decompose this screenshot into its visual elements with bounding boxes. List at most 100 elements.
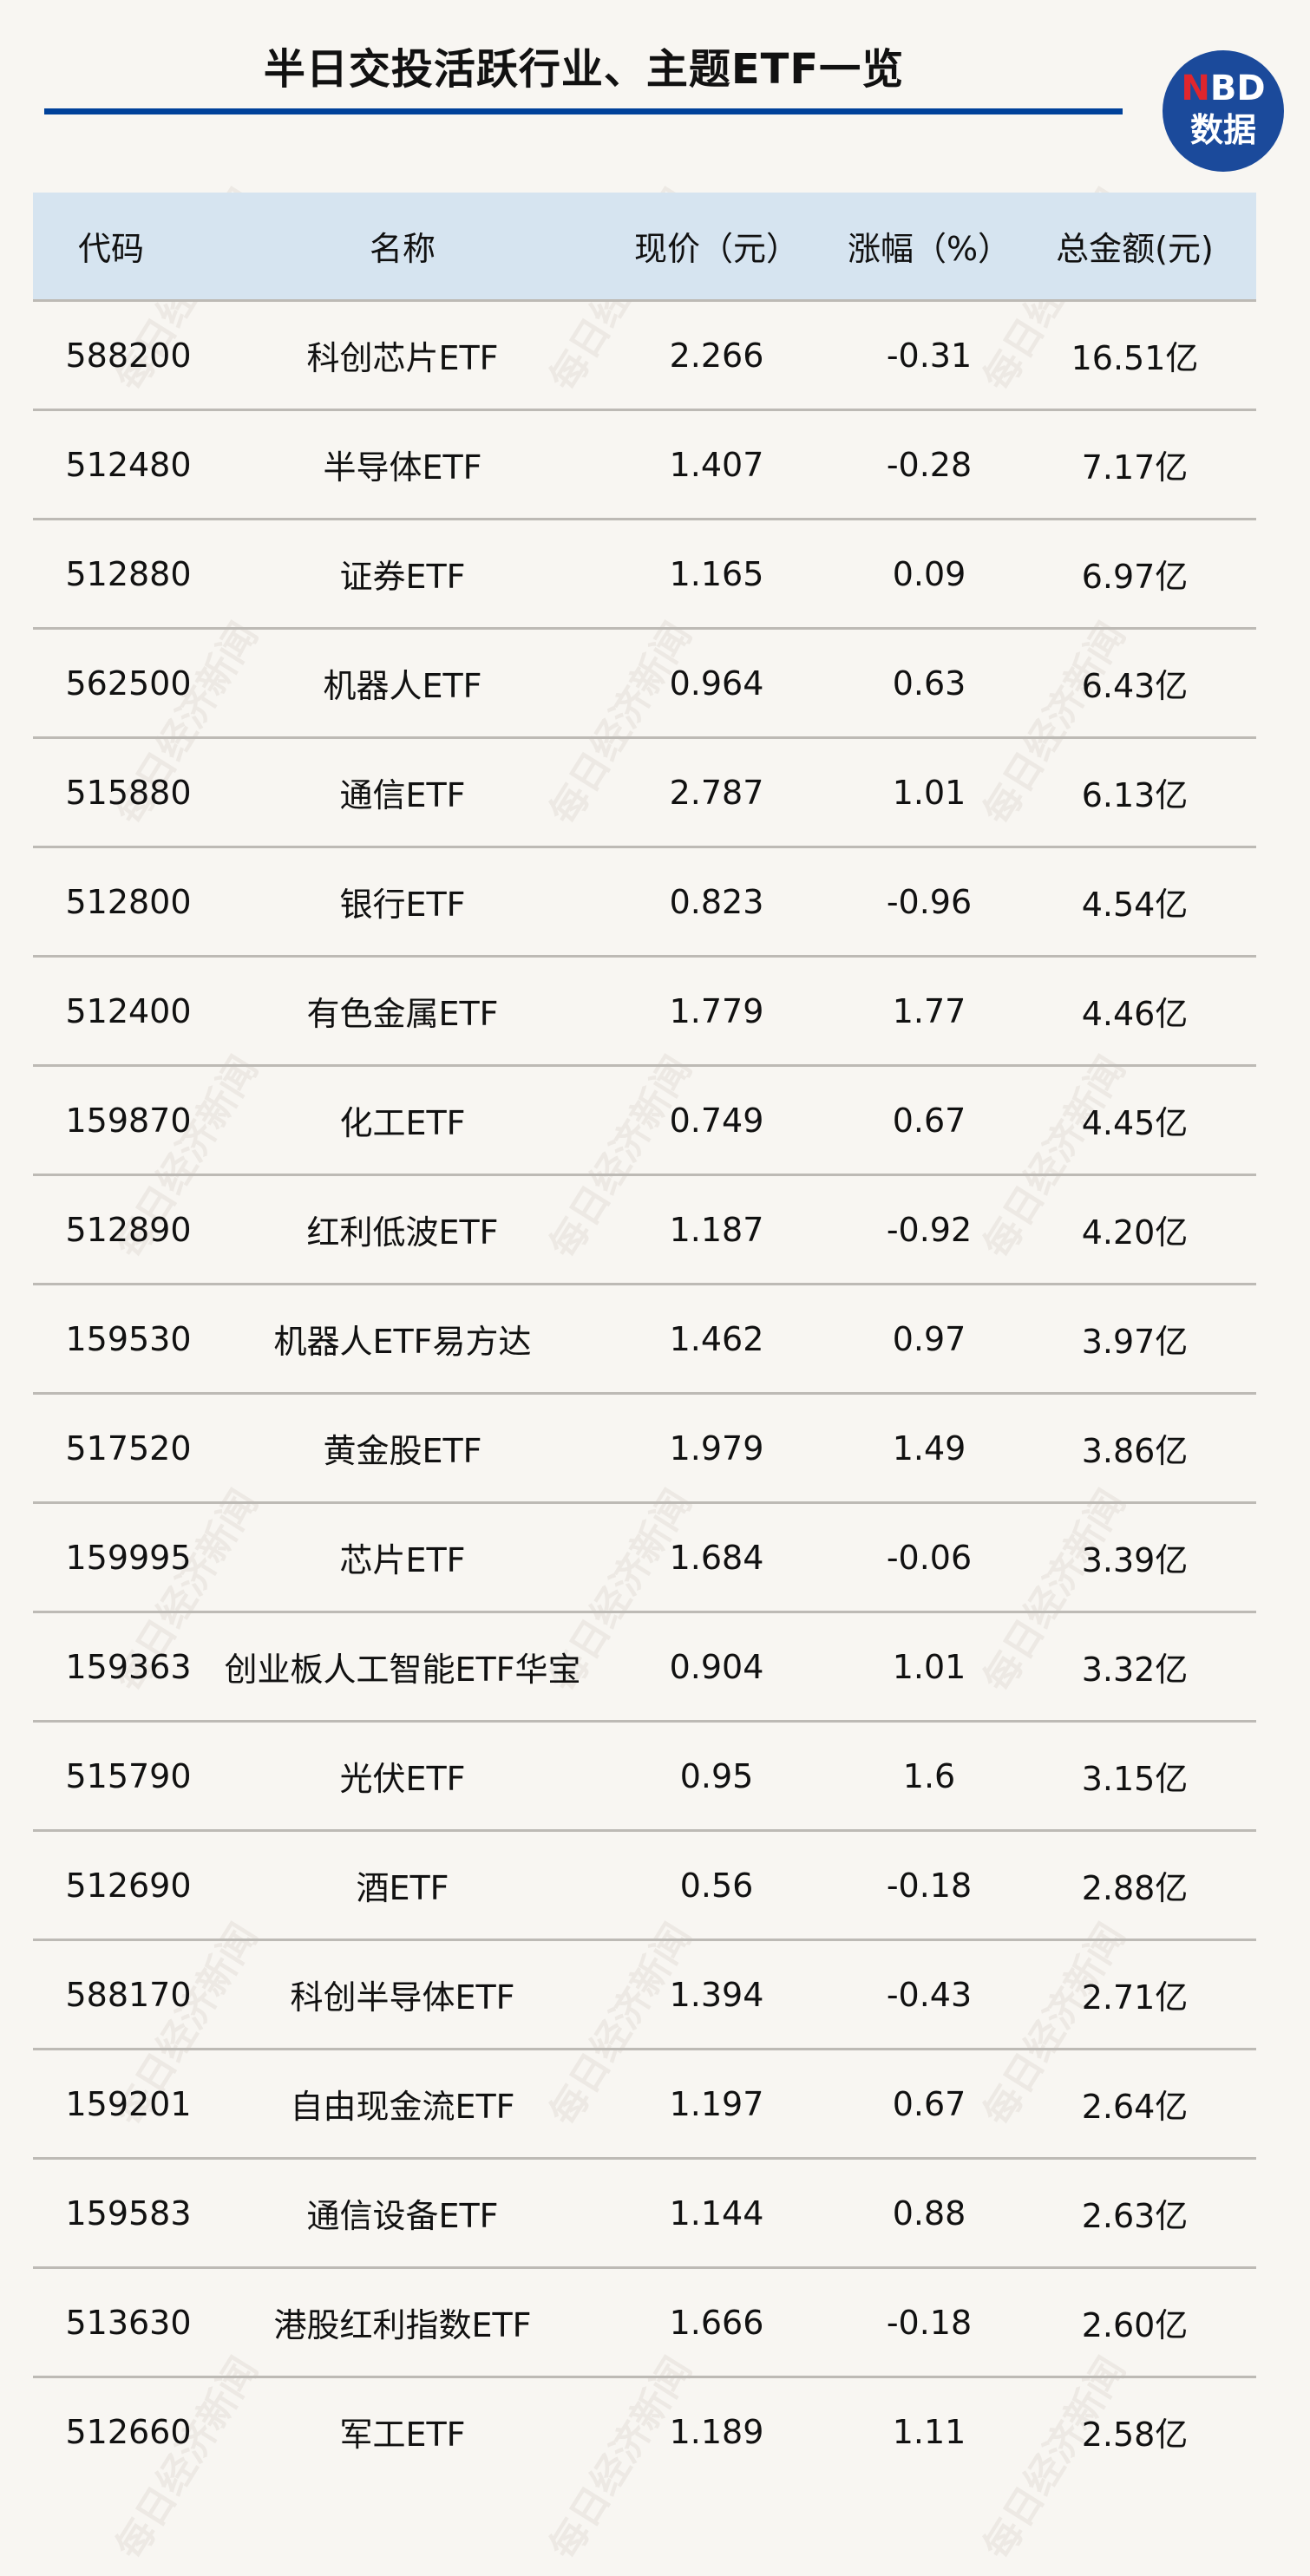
- cell-price: 0.964: [669, 664, 764, 703]
- cell-change: 1.6: [902, 1756, 956, 1795]
- cell-amount: 3.15亿: [1081, 1760, 1189, 1798]
- cell-price: 0.95: [679, 1756, 754, 1795]
- cell-name: 光伏ETF: [339, 1760, 466, 1798]
- nbd-data-logo: NBD 数据: [1163, 50, 1284, 172]
- cell-amount: 6.13亿: [1081, 776, 1189, 814]
- cell-amount: 2.60亿: [1081, 2306, 1189, 2344]
- table-row: 515790 光伏ETF 0.95 1.6 3.15亿: [33, 1723, 1256, 1832]
- cell-amount: 6.97亿: [1081, 558, 1189, 596]
- table-row: 159201 自由现金流ETF 1.197 0.67 2.64亿: [33, 2050, 1256, 2160]
- cell-price: 1.165: [669, 554, 764, 593]
- cell-amount: 2.64亿: [1081, 2088, 1189, 2126]
- cell-price: 0.56: [679, 1866, 754, 1905]
- cell-amount: 4.54亿: [1081, 886, 1189, 924]
- cell-change: 0.88: [892, 2194, 966, 2233]
- cell-name: 机器人ETF易方达: [273, 1323, 532, 1361]
- cell-change: -0.18: [886, 2303, 973, 2342]
- cell-amount: 6.43亿: [1081, 667, 1189, 705]
- cell-name: 军工ETF: [339, 2416, 466, 2454]
- cell-code: 512400: [65, 991, 192, 1030]
- cell-name: 红利低波ETF: [306, 1213, 499, 1252]
- cell-change: -0.06: [886, 1538, 973, 1577]
- cell-code: 159995: [65, 1538, 192, 1577]
- cell-change: 1.01: [892, 773, 966, 812]
- header-change: 涨幅（%）: [847, 230, 1012, 268]
- cell-amount: 4.20亿: [1081, 1213, 1189, 1252]
- cell-code: 515880: [65, 773, 192, 812]
- cell-name: 通信设备ETF: [306, 2197, 499, 2235]
- cell-price: 2.787: [669, 773, 764, 812]
- cell-change: -0.43: [886, 1975, 973, 2014]
- cell-code: 588170: [65, 1975, 192, 2014]
- cell-price: 1.779: [669, 991, 764, 1030]
- page-title: 半日交投活跃行业、主题ETF一览: [263, 45, 905, 94]
- cell-name: 化工ETF: [339, 1104, 466, 1142]
- cell-code: 159583: [65, 2194, 192, 2233]
- cell-change: 0.09: [892, 554, 966, 593]
- cell-price: 0.749: [669, 1101, 764, 1140]
- cell-amount: 3.86亿: [1081, 1432, 1189, 1470]
- cell-code: 159201: [65, 2084, 192, 2123]
- cell-name: 银行ETF: [339, 886, 466, 924]
- cell-name: 有色金属ETF: [306, 995, 499, 1033]
- cell-code: 512800: [65, 882, 192, 921]
- cell-change: 1.49: [892, 1429, 966, 1468]
- table-row: 517520 黄金股ETF 1.979 1.49 3.86亿: [33, 1395, 1256, 1504]
- cell-price: 1.979: [669, 1429, 764, 1468]
- etf-table: 代码 名称 现价（元） 涨幅（%） 总金额(元) 588200 科创芯片ETF 2.…: [33, 193, 1256, 2485]
- cell-price: 1.407: [669, 445, 764, 484]
- table-row: 159995 芯片ETF 1.684 -0.06 3.39亿: [33, 1504, 1256, 1613]
- cell-change: -0.92: [886, 1210, 973, 1249]
- cell-amount: 16.51亿: [1071, 339, 1199, 377]
- header-name: 名称: [369, 230, 436, 268]
- cell-change: 1.77: [892, 991, 966, 1030]
- cell-amount: 2.58亿: [1081, 2416, 1189, 2454]
- cell-change: 0.63: [892, 664, 966, 703]
- cell-amount: 4.45亿: [1081, 1104, 1189, 1142]
- cell-code: 513630: [65, 2303, 192, 2342]
- table-row: 512660 军工ETF 1.189 1.11 2.58亿: [33, 2378, 1256, 2485]
- cell-code: 562500: [65, 664, 192, 703]
- table-row: 562500 机器人ETF 0.964 0.63 6.43亿: [33, 630, 1256, 739]
- cell-price: 1.144: [669, 2194, 764, 2233]
- cell-name: 通信ETF: [339, 776, 466, 814]
- cell-price: 1.666: [669, 2303, 764, 2342]
- cell-name: 证券ETF: [339, 558, 466, 596]
- cell-name: 科创半导体ETF: [290, 1978, 515, 2017]
- table-row: 159870 化工ETF 0.749 0.67 4.45亿: [33, 1067, 1256, 1176]
- cell-name: 机器人ETF: [323, 667, 482, 705]
- cell-price: 1.684: [669, 1538, 764, 1577]
- cell-name: 半导体ETF: [323, 448, 482, 487]
- cell-code: 159363: [65, 1647, 192, 1686]
- cell-name: 创业板人工智能ETF华宝: [224, 1651, 581, 1689]
- cell-code: 515790: [65, 1756, 192, 1795]
- cell-name: 自由现金流ETF: [290, 2088, 515, 2126]
- cell-name: 港股红利指数ETF: [273, 2306, 532, 2344]
- table-row: 159363 创业板人工智能ETF华宝 0.904 1.01 3.32亿: [33, 1613, 1256, 1723]
- header-amount: 总金额(元): [1056, 230, 1214, 268]
- table-row: 515880 通信ETF 2.787 1.01 6.13亿: [33, 739, 1256, 848]
- table-row: 159583 通信设备ETF 1.144 0.88 2.63亿: [33, 2160, 1256, 2269]
- cell-price: 0.904: [669, 1647, 764, 1686]
- cell-price: 1.394: [669, 1975, 764, 2014]
- cell-name: 黄金股ETF: [323, 1432, 482, 1470]
- cell-code: 512890: [65, 1210, 192, 1249]
- cell-code: 159870: [65, 1101, 192, 1140]
- table-row: 512890 红利低波ETF 1.187 -0.92 4.20亿: [33, 1176, 1256, 1285]
- cell-name: 酒ETF: [356, 1869, 449, 1907]
- cell-name: 芯片ETF: [339, 1541, 466, 1579]
- cell-amount: 7.17亿: [1081, 448, 1189, 487]
- cell-price: 0.823: [669, 882, 764, 921]
- cell-code: 512880: [65, 554, 192, 593]
- cell-code: 588200: [65, 336, 192, 375]
- cell-amount: 3.97亿: [1081, 1323, 1189, 1361]
- cell-change: -0.96: [886, 882, 973, 921]
- cell-amount: 2.71亿: [1081, 1978, 1189, 2017]
- table-row: 512880 证券ETF 1.165 0.09 6.97亿: [33, 520, 1256, 630]
- cell-code: 512660: [65, 2412, 192, 2451]
- cell-change: -0.28: [886, 445, 973, 484]
- header-price: 现价（元）: [633, 230, 799, 268]
- table-row: 512400 有色金属ETF 1.779 1.77 4.46亿: [33, 958, 1256, 1067]
- cell-amount: 2.63亿: [1081, 2197, 1189, 2235]
- cell-amount: 2.88亿: [1081, 1869, 1189, 1907]
